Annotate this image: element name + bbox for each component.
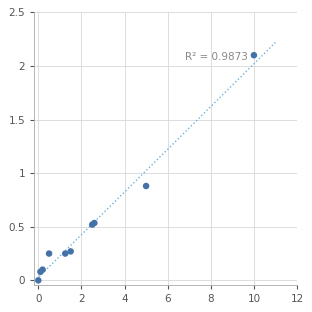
Point	[90, 222, 95, 227]
Point	[144, 183, 149, 188]
Point	[46, 251, 51, 256]
Point	[63, 251, 68, 256]
Point	[68, 249, 73, 254]
Point	[40, 267, 45, 272]
Point	[36, 278, 41, 283]
Point	[251, 53, 256, 58]
Text: R² = 0.9873: R² = 0.9873	[185, 52, 248, 62]
Point	[92, 221, 97, 226]
Point	[38, 269, 43, 274]
